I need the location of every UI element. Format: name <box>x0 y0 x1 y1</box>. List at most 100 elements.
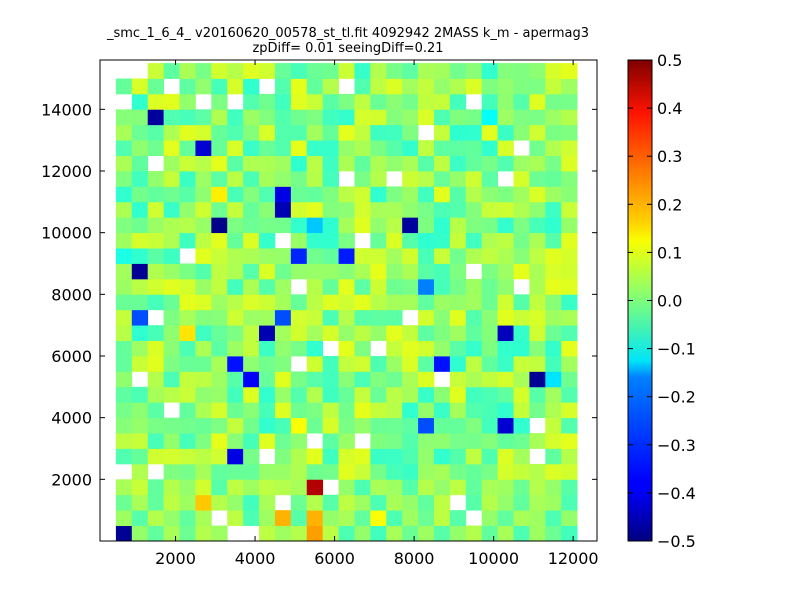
heatmap-cell <box>227 325 244 341</box>
heatmap-cell <box>243 325 260 341</box>
heatmap-cell <box>433 93 451 110</box>
heatmap-cell <box>290 217 308 234</box>
heatmap-cell <box>259 325 276 341</box>
heatmap-cell <box>195 294 212 311</box>
heatmap-cell <box>274 171 292 187</box>
heatmap-cell <box>561 124 578 141</box>
heatmap-cell <box>322 356 339 372</box>
heatmap-cell <box>195 386 212 403</box>
heatmap-cell <box>561 402 578 419</box>
heatmap-cell <box>561 263 578 280</box>
heatmap-cell <box>338 93 355 110</box>
heatmap-cell <box>465 325 483 341</box>
heatmap-cell <box>370 386 387 403</box>
heatmap-cell <box>529 294 546 311</box>
heatmap-cell <box>449 217 467 234</box>
heatmap-cell <box>545 155 562 172</box>
heatmap-cell <box>211 402 228 419</box>
heatmap-cell <box>386 448 403 465</box>
heatmap-cell <box>243 232 260 249</box>
heatmap-cell <box>322 171 339 187</box>
heatmap-cell <box>386 463 403 480</box>
heatmap-cell <box>449 278 467 295</box>
heatmap-cell <box>259 510 276 526</box>
heatmap-cell <box>449 109 467 126</box>
heatmap-cell <box>513 109 530 126</box>
heatmap-cell <box>131 325 149 341</box>
heatmap-cell <box>243 340 260 357</box>
heatmap-cell <box>402 217 419 234</box>
heatmap-cell <box>370 93 387 110</box>
heatmap-cell <box>449 448 467 465</box>
heatmap-cell <box>449 232 467 249</box>
heatmap-cell <box>243 294 260 311</box>
heatmap-cell <box>497 386 514 403</box>
heatmap-cell <box>386 217 403 234</box>
heatmap-cell <box>386 78 403 95</box>
heatmap-cell <box>386 124 403 141</box>
heatmap-cell <box>211 386 228 403</box>
heatmap-cell <box>449 371 467 388</box>
heatmap-cell <box>131 124 149 141</box>
heatmap-cell <box>306 463 324 480</box>
heatmap-cell <box>290 325 308 341</box>
heatmap-cell <box>418 340 435 357</box>
heatmap-cell <box>402 479 419 496</box>
heatmap-cell <box>545 448 562 465</box>
heatmap-cell <box>497 356 514 372</box>
heatmap-cell <box>370 217 387 234</box>
heatmap-cell <box>433 248 451 264</box>
heatmap-cell <box>513 309 530 326</box>
heatmap-cell <box>354 525 371 542</box>
heatmap-cell <box>131 479 149 496</box>
heatmap-cell <box>322 140 339 156</box>
heatmap-cell <box>195 63 212 79</box>
heatmap-cell <box>274 417 292 434</box>
heatmap-cell <box>481 325 498 341</box>
heatmap-cell <box>529 78 546 95</box>
heatmap-cell <box>179 325 196 341</box>
heatmap-cell <box>497 232 514 249</box>
heatmap-cell <box>179 309 196 326</box>
heatmap-cell <box>115 186 133 203</box>
heatmap-cell <box>306 140 324 156</box>
heatmap-cell <box>370 201 387 218</box>
heatmap-cell <box>274 525 292 542</box>
heatmap-cell <box>306 232 324 249</box>
heatmap-cell <box>290 263 308 280</box>
heatmap-cell <box>513 232 530 249</box>
heatmap-cell <box>529 263 546 280</box>
heatmap-cell <box>274 463 292 480</box>
heatmap-cell <box>131 171 149 187</box>
heatmap-cell <box>179 232 196 249</box>
heatmap-cell <box>370 140 387 156</box>
heatmap-cell <box>306 78 324 95</box>
heatmap-cell <box>227 263 244 280</box>
heatmap-cell <box>290 140 308 156</box>
heatmap-cell <box>163 340 180 357</box>
heatmap-cell <box>115 386 133 403</box>
heatmap-cell <box>354 278 371 295</box>
heatmap-cell <box>418 386 435 403</box>
x-tick-label: 10000 <box>468 549 519 568</box>
heatmap-cell <box>243 109 260 126</box>
heatmap-cell <box>497 278 514 295</box>
heatmap-cell <box>481 433 498 449</box>
heatmap-cell <box>529 155 546 172</box>
heatmap-cell <box>545 356 562 372</box>
heatmap-cell <box>274 294 292 311</box>
heatmap-cell <box>354 63 371 79</box>
heatmap-cell <box>354 109 371 126</box>
heatmap-cell <box>227 186 244 203</box>
heatmap-cell <box>243 386 260 403</box>
heatmap-cell <box>227 109 244 126</box>
heatmap-cell <box>386 309 403 326</box>
heatmap-cell <box>115 263 133 280</box>
heatmap-cell <box>179 525 196 542</box>
heatmap-cell <box>163 248 180 264</box>
heatmap-cell <box>433 109 451 126</box>
heatmap-cell <box>274 371 292 388</box>
heatmap-cell <box>529 433 546 449</box>
heatmap-cell <box>561 186 578 203</box>
heatmap-cell <box>290 124 308 141</box>
